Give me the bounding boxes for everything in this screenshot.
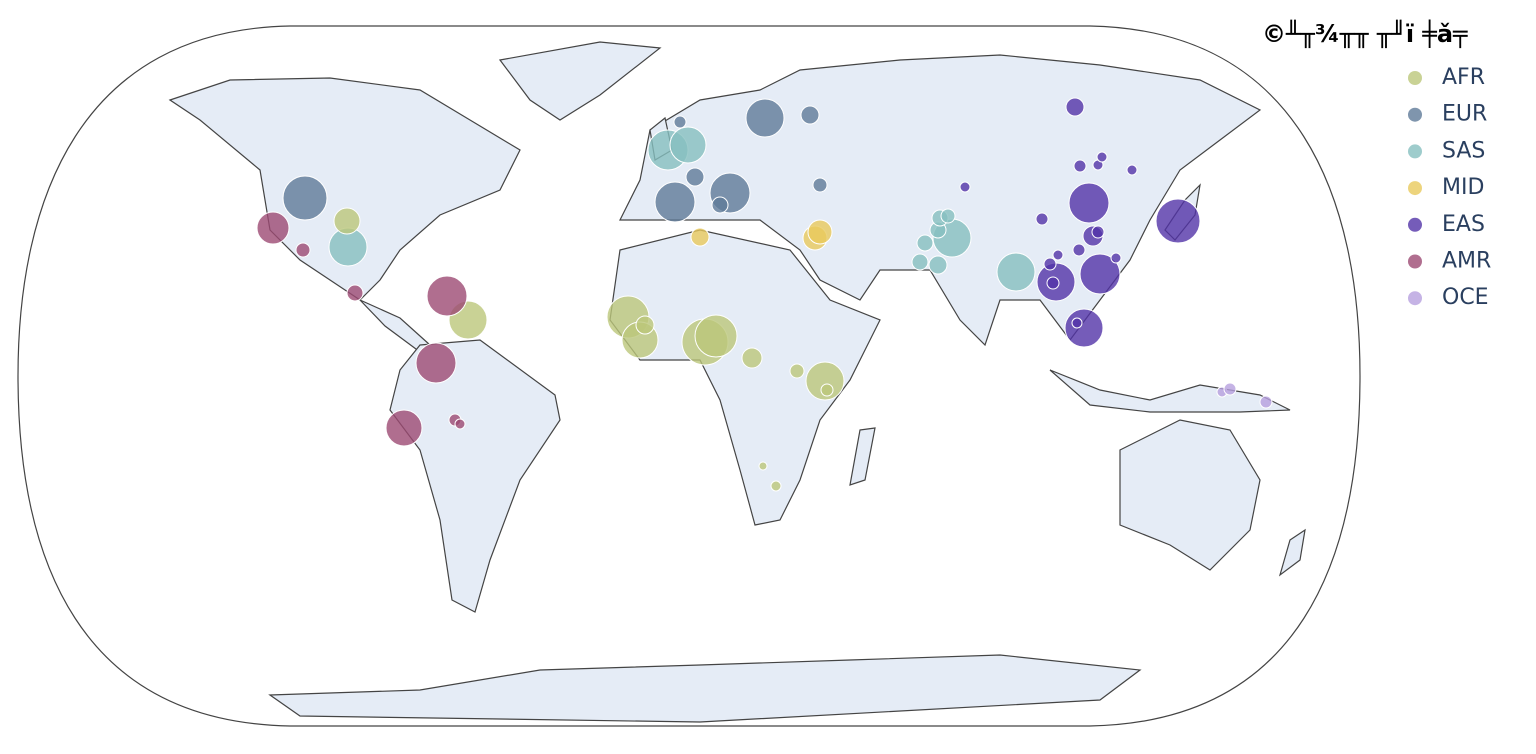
- legend-marker[interactable]: [1408, 291, 1422, 306]
- greenland: [498, 41, 662, 121]
- new-zealand: [1278, 528, 1306, 577]
- legend-marker[interactable]: [1408, 217, 1422, 232]
- bubble: [635, 315, 655, 335]
- bubble: [454, 418, 466, 430]
- bubble: [928, 255, 948, 275]
- legend-marker[interactable]: [1408, 254, 1422, 269]
- bubble: [690, 227, 710, 247]
- bubble: [959, 181, 971, 193]
- legend-label[interactable]: EUR: [1442, 102, 1487, 127]
- bubble: [1079, 253, 1121, 295]
- bubble: [1073, 159, 1087, 173]
- bubble: [741, 347, 763, 369]
- legend-label[interactable]: SAS: [1442, 138, 1485, 163]
- bubble: [745, 98, 785, 138]
- legend-label[interactable]: EAS: [1442, 212, 1485, 237]
- bubble: [1126, 164, 1138, 176]
- antarctica: [268, 654, 1142, 723]
- legend-title: ©╨╥¾╥╥ ╥╜ï ╪ǎ╤: [1262, 19, 1468, 49]
- bubbles: [256, 97, 1273, 492]
- base-map: [17, 25, 1361, 727]
- bubble: [1091, 225, 1105, 239]
- bubble: [1046, 276, 1060, 290]
- bubble: [654, 181, 696, 223]
- legend-label[interactable]: AMR: [1442, 249, 1491, 274]
- bubble: [789, 363, 805, 379]
- africa: [609, 229, 881, 526]
- bubble: [1155, 198, 1201, 244]
- bubble: [1072, 243, 1086, 257]
- bubble: [694, 314, 738, 358]
- legend-marker[interactable]: [1408, 144, 1422, 159]
- legend-label[interactable]: AFR: [1442, 65, 1485, 90]
- north-america: [168, 77, 521, 301]
- bubble: [346, 284, 364, 302]
- bubble: [1043, 257, 1057, 271]
- bubble: [256, 211, 290, 245]
- bubble: [669, 126, 707, 164]
- bubble: [1052, 249, 1064, 261]
- legend-label[interactable]: OCE: [1442, 285, 1489, 310]
- bubble: [1223, 382, 1237, 396]
- bubble: [911, 253, 929, 271]
- south-america: [389, 339, 561, 613]
- bubble: [940, 208, 956, 224]
- bubble: [295, 242, 311, 258]
- bubble: [415, 342, 457, 384]
- bubble: [800, 105, 820, 125]
- australia: [1119, 419, 1261, 571]
- indonesia: [1049, 369, 1291, 413]
- bubble: [805, 361, 845, 401]
- legend: AFR EUR SAS MID EAS AMR OCE: [1408, 65, 1491, 310]
- bubble: [426, 275, 468, 317]
- bubble: [333, 207, 361, 235]
- legend-marker[interactable]: [1408, 107, 1422, 122]
- bubble: [1096, 151, 1108, 163]
- bubble: [1071, 317, 1083, 329]
- bubble: [820, 383, 834, 397]
- bubble: [1035, 212, 1049, 226]
- bubble: [812, 177, 828, 193]
- bubble: [1110, 252, 1122, 264]
- bubble: [385, 409, 423, 447]
- bubble: [996, 252, 1036, 292]
- bubble: [1068, 182, 1110, 224]
- bubble: [916, 234, 934, 252]
- legend-label[interactable]: MID: [1442, 175, 1484, 200]
- bubble: [282, 175, 328, 221]
- bubble: [770, 480, 782, 492]
- bubble: [758, 461, 768, 471]
- bubble: [1064, 308, 1104, 348]
- legend-marker[interactable]: [1408, 71, 1422, 85]
- bubble: [807, 219, 833, 245]
- bubble: [1259, 395, 1273, 409]
- bubble: [1065, 97, 1085, 117]
- madagascar: [849, 427, 876, 486]
- bubble: [685, 167, 705, 187]
- bubble: [673, 115, 687, 129]
- bubble: [711, 196, 729, 214]
- legend-marker[interactable]: [1408, 181, 1422, 196]
